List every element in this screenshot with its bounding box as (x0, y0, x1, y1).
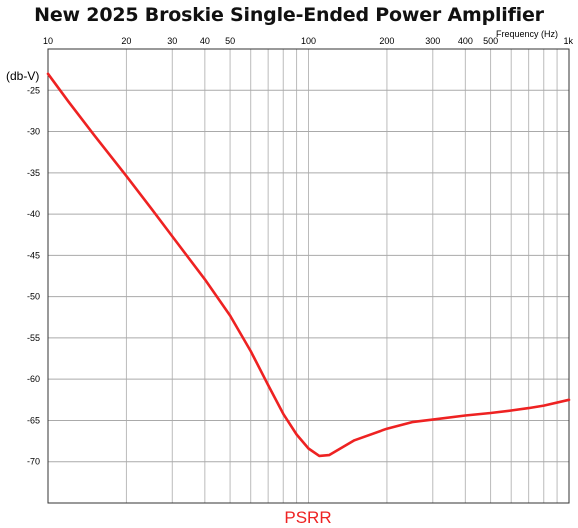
x-tick-label: 500 (483, 36, 498, 46)
y-axis-ticks: -25 -30 -35 -40 -45 -50 -55 -60 -65 -70 (27, 85, 40, 466)
x-tick-label: 300 (425, 36, 440, 46)
x-tick-label: 50 (225, 36, 235, 46)
x-tick-label: 200 (379, 36, 394, 46)
y-tick-label: -55 (27, 333, 40, 343)
x-tick-label: 400 (458, 36, 473, 46)
chart-title: New 2025 Broskie Single-Ended Power Ampl… (34, 4, 544, 26)
x-tick-label: 30 (167, 36, 177, 46)
y-tick-label: -25 (27, 85, 40, 95)
series-label: PSRR (284, 508, 331, 527)
y-axis-label: (db-V) (6, 69, 39, 83)
y-tick-label: -50 (27, 292, 40, 302)
x-tick-label: 1k (563, 36, 573, 46)
x-tick-label: 20 (121, 36, 131, 46)
y-tick-label: -40 (27, 209, 40, 219)
y-tick-label: -45 (27, 250, 40, 260)
y-tick-label: -70 (27, 457, 40, 467)
grid (48, 49, 569, 503)
plot-frame (47, 48, 570, 504)
y-tick-label: -35 (27, 168, 40, 178)
series-line-psrr (46, 72, 571, 458)
series-layer (46, 72, 571, 458)
x-axis-ticks: 10 20 30 40 50 100 200 300 400 500 1k (43, 36, 573, 46)
y-tick-label: -30 (27, 127, 40, 137)
y-tick-label: -60 (27, 374, 40, 384)
y-tick-label: -65 (27, 415, 40, 425)
x-tick-label: 100 (301, 36, 316, 46)
x-tick-label: 10 (43, 36, 53, 46)
x-tick-label: 40 (200, 36, 210, 46)
x-axis-label: Frequency (Hz) (496, 29, 558, 39)
